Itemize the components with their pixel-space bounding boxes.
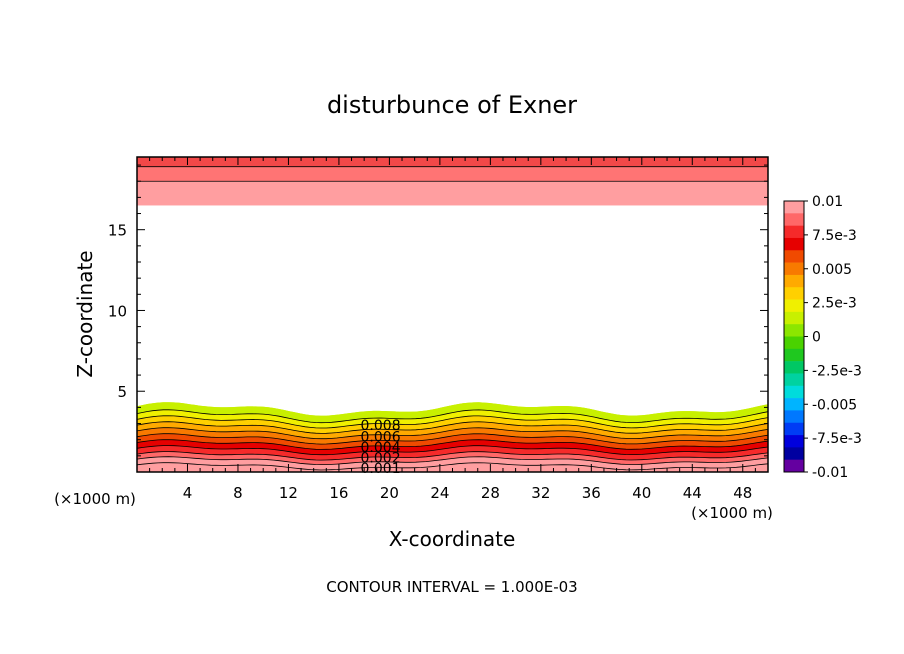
colorbar-swatch <box>784 311 804 325</box>
colorbar-swatch <box>784 385 804 399</box>
contour-band <box>137 439 768 455</box>
colorbar-swatch <box>784 410 804 424</box>
colorbar-swatch <box>784 201 804 214</box>
colorbar-swatch <box>784 274 804 288</box>
contour-band <box>137 409 768 428</box>
colorbar-swatch <box>784 287 804 300</box>
contour-line <box>136 415 769 429</box>
colorbar-label: 0.005 <box>812 262 852 278</box>
colorbar-swatch <box>784 336 804 350</box>
contour-line <box>136 439 769 450</box>
upper-band-dark <box>137 157 768 167</box>
y-axis-label: Z-coordinate <box>73 250 97 377</box>
contour-label: 0.006 <box>361 429 401 445</box>
x-tick-label: 20 <box>380 484 399 502</box>
x-axis-ticks: 4 8 12 16 20 24 28 32 36 40 44 48 <box>136 157 769 502</box>
x-tick-label: 48 <box>733 484 752 502</box>
colorbar-swatch <box>784 398 804 411</box>
contour-line <box>136 462 769 471</box>
colorbar-swatch <box>784 422 804 436</box>
colorbar-label: 0.01 <box>812 194 843 210</box>
chart-title: disturbunce of Exner <box>327 91 577 119</box>
y-tick-label: 5 <box>117 383 127 401</box>
x-tick-label: 32 <box>531 484 550 502</box>
colorbar-swatch <box>784 237 804 251</box>
colorbar-swatch <box>784 262 804 276</box>
colorbar-label: -2.5e-3 <box>812 363 862 379</box>
contour-label: 0.001 <box>361 461 401 477</box>
colorbar-label: 2.5e-3 <box>812 296 857 312</box>
contour-line <box>136 445 769 456</box>
colorbar-swatch <box>784 435 804 448</box>
contour-line <box>136 433 769 445</box>
colorbar-swatch <box>784 299 804 313</box>
contour-band <box>137 427 768 445</box>
contour-line <box>136 451 769 461</box>
y-unit-label: (×1000 m) <box>54 490 136 508</box>
colorbar-label: 0 <box>812 330 821 346</box>
colorbar-swatch <box>784 361 804 374</box>
colorbar-swatch <box>784 225 804 239</box>
colorbar-swatch <box>784 324 804 337</box>
colorbar-label: 7.5e-3 <box>812 228 857 244</box>
x-tick-label: 24 <box>430 484 449 502</box>
y-axis-ticks: 5 10 15 <box>108 164 768 473</box>
contour-lines <box>136 166 769 471</box>
plot-fill <box>137 157 768 472</box>
x-tick-label: 40 <box>632 484 651 502</box>
contour-band <box>137 415 768 434</box>
y-tick-label: 15 <box>108 222 127 240</box>
x-unit-label: (×1000 m) <box>691 504 773 522</box>
x-tick-label: 44 <box>683 484 702 502</box>
colorbar-swatch <box>784 348 804 362</box>
x-tick-label: 28 <box>481 484 500 502</box>
contour-label: 0.004 <box>361 440 401 456</box>
colorbar-label: -7.5e-3 <box>812 431 862 447</box>
x-tick-label: 16 <box>329 484 348 502</box>
contour-line <box>136 421 769 434</box>
colorbar-label: -0.01 <box>812 465 848 481</box>
x-tick-label: 8 <box>233 484 243 502</box>
contour-interval-note: CONTOUR INTERVAL = 1.000E-03 <box>326 578 577 596</box>
x-tick-label: 4 <box>183 484 193 502</box>
contour-label: 0.002 <box>361 450 401 466</box>
colorbar-swatch <box>784 373 804 387</box>
colorbar-swatch <box>784 459 804 473</box>
x-axis-label: X-coordinate <box>389 527 516 551</box>
contour-label: 0.008 <box>361 418 401 434</box>
contour-line <box>136 456 769 465</box>
colorbar-label: -0.005 <box>812 397 857 413</box>
colorbar: 0.01 7.5e-3 0.005 2.5e-3 0 -2.5e-3 -0.005 -7.5e… <box>783 194 862 481</box>
colorbar-swatch <box>784 250 804 263</box>
colorbar-swatch <box>784 447 804 460</box>
contour-line <box>136 409 769 424</box>
x-tick-label: 36 <box>582 484 601 502</box>
contour-band <box>137 421 768 439</box>
y-tick-label: 10 <box>108 302 127 320</box>
x-tick-label: 12 <box>279 484 298 502</box>
colorbar-swatch <box>784 213 804 226</box>
contour-band <box>137 445 768 461</box>
contour-line <box>136 427 769 440</box>
